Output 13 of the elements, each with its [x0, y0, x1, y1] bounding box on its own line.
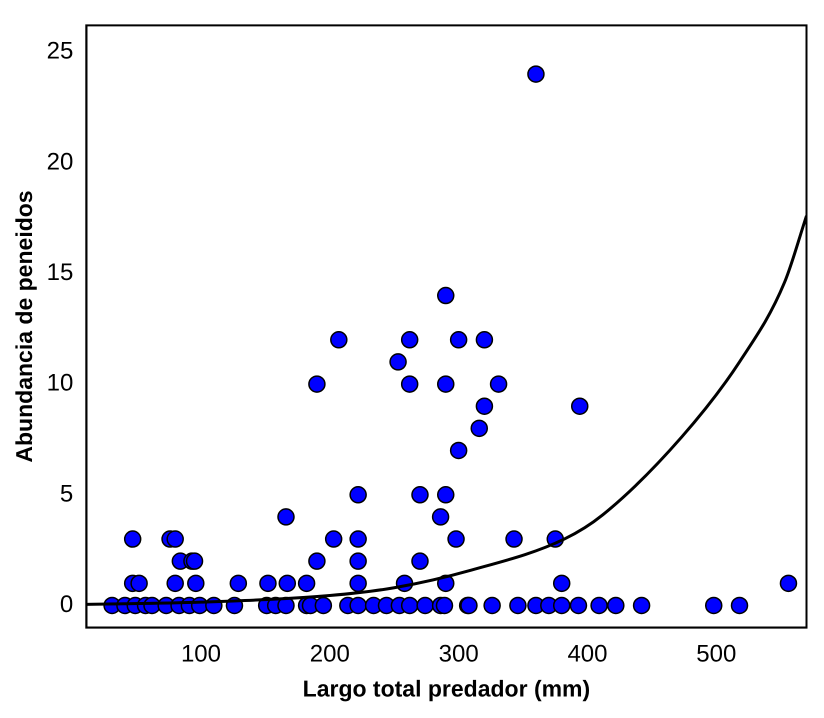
- x-tick-label: 100: [180, 640, 221, 668]
- y-tick-label: 20: [46, 148, 74, 176]
- x-axis-title: Largo total predador (mm): [302, 676, 590, 702]
- y-axis-title: Abundancia de peneidos: [11, 190, 38, 463]
- y-tick-label: 15: [46, 258, 74, 286]
- y-tick-label: 5: [60, 480, 74, 508]
- x-tick-label: 300: [438, 640, 479, 668]
- y-tick-label: 10: [46, 370, 74, 397]
- x-tick-label: 200: [310, 640, 350, 668]
- y-tick-label: 25: [46, 38, 74, 65]
- x-tick-label: 500: [696, 640, 736, 668]
- x-tick-label: 400: [567, 640, 608, 668]
- y-tick-label: 0: [60, 591, 74, 618]
